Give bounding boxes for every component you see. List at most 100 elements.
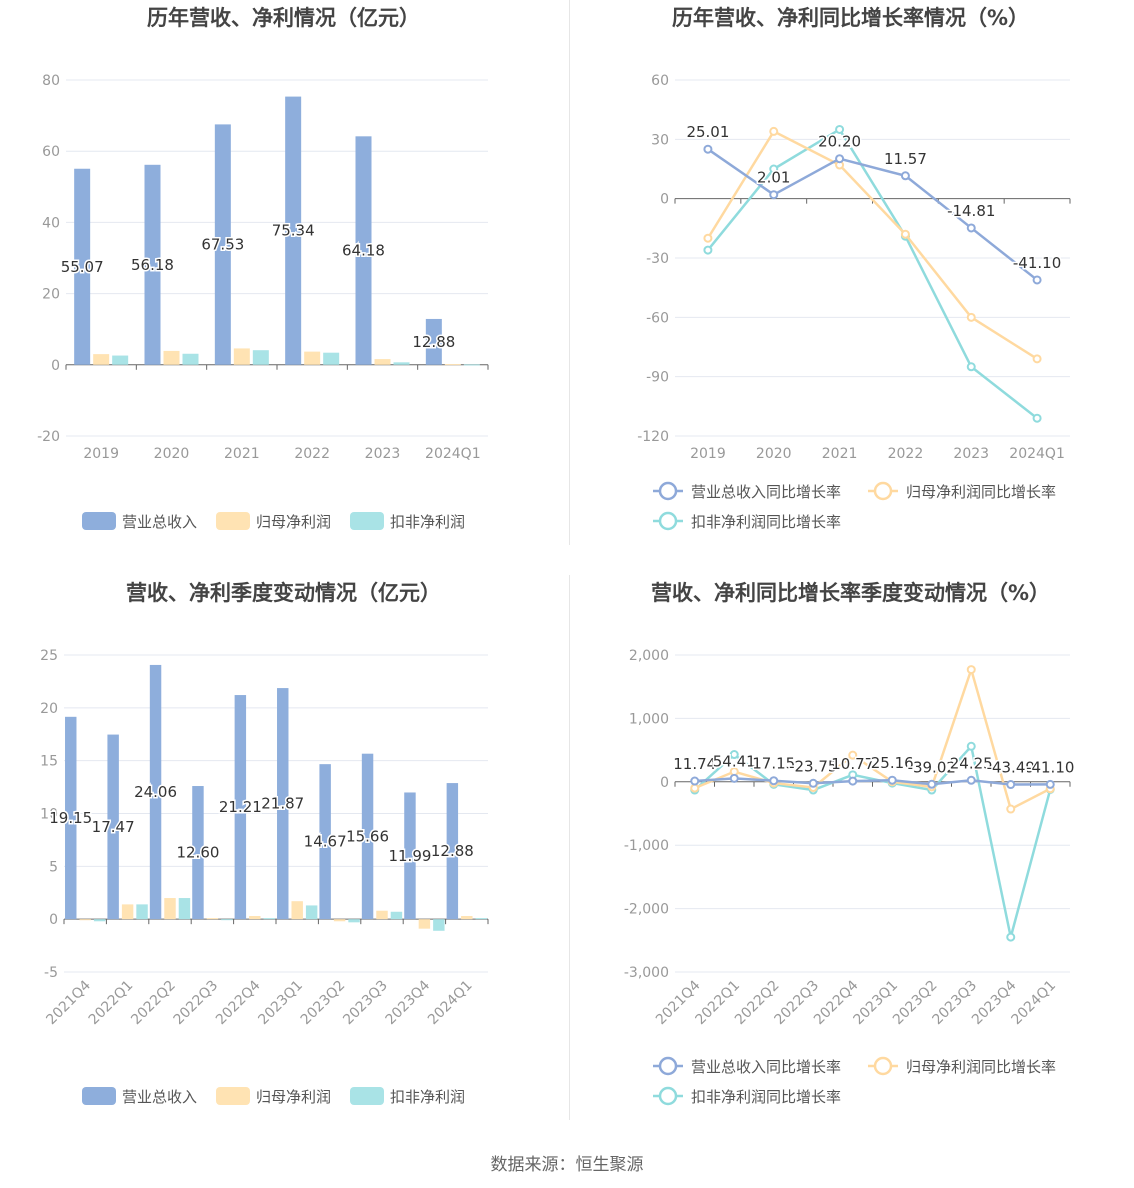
series-line [694, 665, 1051, 811]
data-point [1045, 779, 1055, 789]
data-label: 10.77 [831, 755, 874, 773]
legend-label: 营业总收入 [122, 513, 197, 531]
y-tick-label: 20 [40, 701, 58, 717]
line-series [690, 665, 1055, 814]
y-tick-label: 2,000 [629, 648, 669, 664]
bar [93, 919, 106, 922]
series-line [694, 777, 1051, 786]
x-tick-label: 2019 [690, 446, 726, 462]
line-series [703, 144, 1042, 285]
bar [206, 918, 219, 920]
data-point [966, 665, 976, 675]
data-label: 17.15 [752, 755, 795, 773]
data-point [966, 775, 976, 785]
data-label: 75.34 [272, 222, 315, 240]
data-point [703, 245, 713, 255]
y-tick-label: 15 [40, 754, 58, 770]
data-point [1006, 932, 1016, 942]
x-tick-label: 2023Q2 [298, 978, 349, 1029]
data-label: 20.20 [818, 133, 861, 151]
x-tick-label: 2022Q2 [128, 978, 179, 1029]
x-tick-label: 2021 [822, 446, 858, 462]
x-tick-label: 2023Q4 [383, 977, 434, 1028]
y-tick-label: -30 [646, 251, 669, 267]
bar [418, 919, 431, 929]
series-line [706, 129, 1038, 360]
data-label: 19.15 [49, 809, 92, 827]
legend-marker [873, 481, 893, 501]
legend-swatch [216, 512, 250, 530]
data-point [966, 741, 976, 751]
bar [233, 348, 250, 365]
data-label: 17.47 [92, 818, 135, 836]
data-label: 64.18 [342, 242, 385, 260]
quarterly-growth-rate-chart: 营收、净利同比增长率季度变动情况（%） -3,000 -2,000 -1,000 0 1… [567, 575, 1134, 1145]
bar [446, 783, 459, 920]
bar [107, 734, 119, 920]
data-point [690, 783, 700, 793]
bar [425, 318, 442, 365]
x-tick-label: 2023 [365, 446, 401, 462]
data-point [848, 776, 858, 786]
data-label: 11.74 [673, 755, 716, 773]
bar [461, 915, 473, 920]
data-label: 15.66 [346, 827, 389, 845]
bar [323, 352, 340, 365]
data-label: 21.87 [261, 795, 304, 813]
bar [144, 164, 161, 365]
gridlines [64, 654, 488, 973]
data-point [703, 144, 713, 154]
legend-label: 归母净利润同比增长率 [906, 1058, 1056, 1076]
data-label: 24.25 [950, 754, 993, 772]
data-point [900, 171, 910, 181]
bar [164, 898, 176, 920]
data-label: -41.10 [1026, 758, 1074, 776]
annual-revenue-profit-chart: 历年营收、净利情况（亿元） -20 0 20 40 60 80 2019 2020 2021 20… [0, 0, 567, 570]
bar-series [65, 664, 459, 920]
legend-label: 归母净利润 [256, 513, 331, 531]
legend-marker [658, 481, 678, 501]
bar-series [79, 898, 473, 929]
legend-swatch [82, 1087, 116, 1105]
quarterly-revenue-profit-plot: -5 0 5 10 15 20 25 2021Q42022Q12022Q22022Q32022… [40, 648, 489, 1106]
bar [112, 355, 129, 365]
y-tick-label: 0 [49, 912, 58, 928]
y-tick-label: 10 [40, 807, 58, 823]
bar-series [74, 96, 442, 365]
data-label: 12.88 [412, 333, 455, 351]
data-label: 67.53 [201, 236, 244, 254]
bar [178, 898, 191, 920]
data-point [769, 164, 779, 174]
legend-marker [658, 1086, 678, 1106]
x-tick-label: 2020 [756, 446, 792, 462]
bar [390, 911, 403, 920]
y-tick-label: 0 [660, 775, 669, 791]
x-tick-label: 2022Q4 [213, 977, 264, 1028]
data-label: 12.60 [176, 844, 219, 862]
bar [361, 753, 374, 920]
chart-title: 营收、净利同比增长率季度变动情况（%） [650, 581, 1051, 605]
data-point [1032, 413, 1042, 423]
data-label: 25.16 [871, 754, 914, 772]
legend-label: 归母净利润 [256, 1088, 331, 1106]
line-series [703, 126, 1042, 364]
y-tick-label: 60 [651, 73, 669, 89]
data-label: 2.01 [757, 169, 790, 187]
legend: 营业总收入 归母净利润 扣非净利润 [82, 1087, 465, 1106]
data-label: 12.88 [431, 842, 474, 860]
y-tick-label: -2,000 [624, 902, 669, 918]
x-tick-label: 2021Q4 [43, 977, 94, 1028]
y-tick-label: 0 [51, 358, 60, 374]
bar [221, 919, 233, 921]
data-label: -23.75 [789, 757, 837, 775]
data-point [927, 779, 937, 789]
legend-label: 扣非净利润 [390, 1088, 465, 1106]
data-point [769, 190, 779, 200]
data-point [1006, 804, 1016, 814]
data-point [848, 750, 858, 760]
bar [214, 124, 231, 365]
legend-swatch [82, 512, 116, 530]
y-tick-label: 1,000 [629, 711, 669, 727]
x-tick-label: 2022Q3 [171, 978, 222, 1029]
bar [333, 919, 346, 922]
